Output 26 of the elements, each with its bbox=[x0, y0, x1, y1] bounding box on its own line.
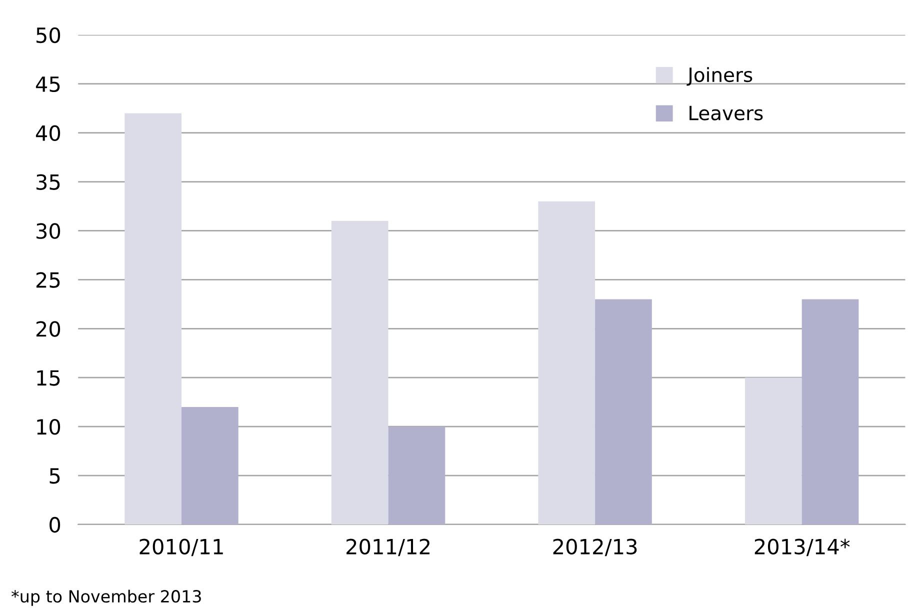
bar bbox=[744, 378, 802, 524]
y-tick-label: 40 bbox=[36, 125, 60, 142]
bar bbox=[538, 201, 596, 524]
bar bbox=[388, 426, 446, 524]
y-tick-label: 30 bbox=[36, 223, 60, 239]
bar bbox=[331, 220, 388, 524]
x-tick-label: 2011/12 bbox=[346, 538, 430, 556]
x-tick-label: 2013/14* bbox=[754, 538, 850, 556]
bar bbox=[802, 299, 859, 524]
bar bbox=[595, 299, 652, 524]
y-tick-label: 10 bbox=[37, 419, 60, 435]
bar bbox=[124, 113, 182, 524]
legend-label: Joiners bbox=[686, 67, 752, 86]
y-tick-label: 20 bbox=[36, 321, 60, 337]
legend-label: Leavers bbox=[690, 106, 763, 120]
y-tick-label: 50 bbox=[36, 27, 60, 44]
y-tick-label: 45 bbox=[36, 76, 60, 92]
y-tick-label: 0 bbox=[50, 516, 60, 533]
x-tick-label: 2012/13 bbox=[553, 538, 637, 556]
y-tick-label: 25 bbox=[36, 272, 60, 288]
y-tick-label: 5 bbox=[50, 468, 60, 484]
bar bbox=[182, 406, 238, 524]
y-tick-label: 15 bbox=[37, 370, 60, 386]
x-tick-label: 2010/11 bbox=[140, 538, 223, 556]
y-tick-label: 35 bbox=[36, 174, 60, 190]
text: *up to November 2013 bbox=[12, 590, 201, 606]
